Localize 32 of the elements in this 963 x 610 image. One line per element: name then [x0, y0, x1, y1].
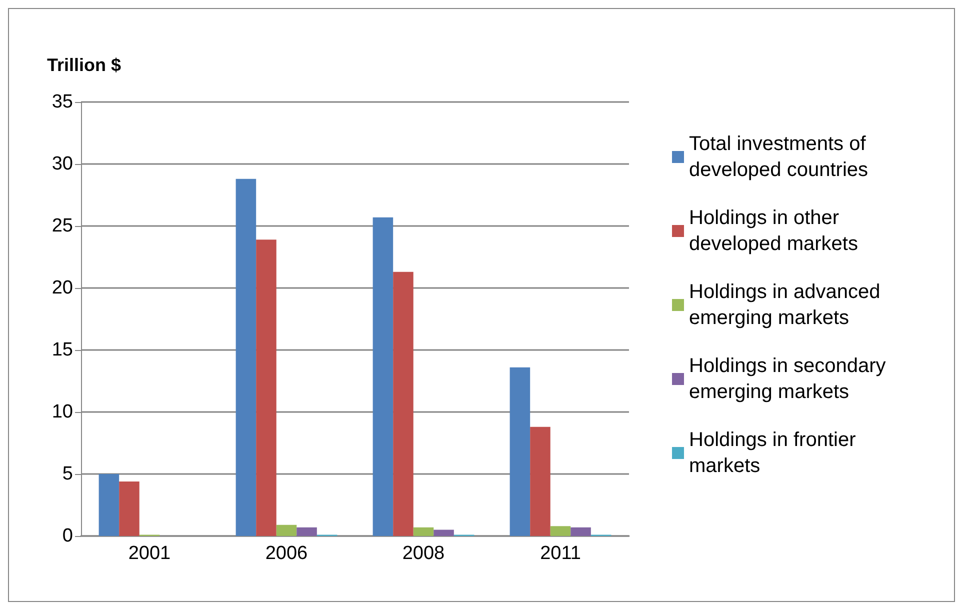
- bar: [236, 178, 256, 536]
- x-tick-label: 2008: [402, 543, 445, 564]
- y-tick-label: 20: [52, 278, 73, 298]
- bar: [530, 426, 550, 536]
- bar: [570, 527, 591, 536]
- y-tick-label: 25: [52, 216, 73, 236]
- y-tick-label: 0: [62, 526, 73, 546]
- legend-label: Holdings in advanced emerging markets: [689, 281, 886, 329]
- bar: [276, 524, 297, 536]
- x-tick-label: 2001: [128, 543, 171, 564]
- x-tick-label: 2006: [265, 543, 308, 564]
- y-tick-label: 10: [52, 402, 73, 422]
- x-tick-label: 2011: [540, 543, 581, 564]
- y-tick-label: 15: [52, 340, 73, 360]
- bar: [119, 481, 140, 536]
- bar: [413, 527, 434, 536]
- bar: [98, 474, 120, 536]
- bar: [256, 240, 276, 536]
- legend-label: Holdings in other developed markets: [689, 207, 858, 255]
- y-axis-title: Trillion $: [46, 55, 121, 75]
- bar: [393, 272, 414, 536]
- bar: [550, 526, 571, 536]
- bar: [372, 217, 394, 536]
- legend-label: Holdings in secondary emerging markets: [689, 355, 892, 403]
- bar: [434, 530, 454, 536]
- bar: [510, 367, 530, 536]
- legend-label: Total investments of developed countries: [689, 133, 872, 181]
- y-tick-label: 35: [52, 92, 73, 112]
- legend-label: Holdings in frontier markets: [689, 429, 862, 477]
- y-tick-label: 5: [62, 464, 73, 484]
- y-tick-label: 30: [52, 154, 73, 174]
- bar: [296, 527, 317, 536]
